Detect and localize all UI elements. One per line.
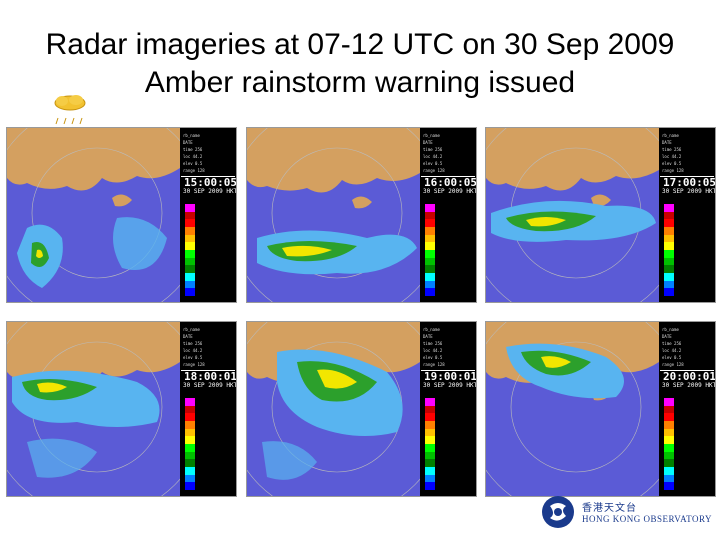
timestamp-box: 17:00:05 30 SEP 2009 HKT <box>660 176 716 195</box>
rainfall-color-scale <box>185 204 195 297</box>
radar-time: 18:00:01 <box>184 370 237 383</box>
radar-date: 30 SEP 2009 HKT <box>183 382 237 389</box>
timestamp-box: 15:00:05 30 SEP 2009 HKT <box>181 176 237 195</box>
timestamp-box: 18:00:01 30 SEP 2009 HKT <box>181 370 237 389</box>
radar-date: 30 SEP 2009 HKT <box>662 382 716 389</box>
radar-date: 30 SEP 2009 HKT <box>423 188 477 195</box>
amber-rainstorm-warning-icon <box>48 92 92 128</box>
title-line-1: Radar imageries at 07-12 UTC on 30 Sep 2… <box>45 28 675 61</box>
radar-info-panel: rb_name DATE time 256 loc 44.2 elev 0.5 range… <box>180 322 236 496</box>
radar-time: 16:00:05 <box>424 176 477 189</box>
rainfall-color-scale <box>664 398 674 491</box>
hong-kong-observatory-logo: 香港天文台 HONG KONG OBSERVATORY <box>540 494 715 530</box>
radar-panel: rb_name DATE time 256 loc 44.2 elev 0.5 range… <box>485 127 716 303</box>
title-line-2: Amber rainstorm warning issued <box>144 66 576 99</box>
timestamp-box: 16:00:05 30 SEP 2009 HKT <box>421 176 477 195</box>
timestamp-box: 20:00:01 30 SEP 2009 HKT <box>660 370 716 389</box>
radar-panel: rb_name DATE time 256 loc 44.2 elev 0.5 range… <box>6 127 237 303</box>
radar-time: 19:00:01 <box>424 370 477 383</box>
rainfall-color-scale <box>185 398 195 491</box>
radar-info-panel: rb_name DATE time 256 loc 44.2 elev 0.5 range… <box>420 128 476 302</box>
radar-time: 15:00:05 <box>184 176 237 189</box>
radar-panel: rb_name DATE time 256 loc 44.2 elev 0.5 range… <box>246 321 477 497</box>
radar-date: 30 SEP 2009 HKT <box>662 188 716 195</box>
radar-info-panel: rb_name DATE time 256 loc 44.2 elev 0.5 range… <box>420 322 476 496</box>
observatory-name-chinese: 香港天文台 <box>582 503 637 514</box>
rainfall-color-scale <box>425 398 435 491</box>
rainfall-color-scale <box>664 204 674 297</box>
radar-panel: rb_name DATE time 256 loc 44.2 elev 0.5 range… <box>485 321 716 497</box>
rainfall-color-scale <box>425 204 435 297</box>
radar-info-panel: rb_name DATE time 256 loc 44.2 elev 0.5 range… <box>659 322 715 496</box>
radar-time: 17:00:05 <box>663 176 716 189</box>
slide-title: Radar imageries at 07-12 UTC on 30 Sep 2… <box>0 26 720 102</box>
radar-panel: rb_name DATE time 256 loc 44.2 elev 0.5 range… <box>246 127 477 303</box>
radar-date: 30 SEP 2009 HKT <box>423 382 477 389</box>
radar-image-grid: rb_name DATE time 256 loc 44.2 elev 0.5 range… <box>6 127 718 497</box>
radar-time: 20:00:01 <box>663 370 716 383</box>
observatory-emblem-icon <box>542 496 574 528</box>
radar-info-panel: rb_name DATE time 256 loc 44.2 elev 0.5 range… <box>659 128 715 302</box>
radar-date: 30 SEP 2009 HKT <box>183 188 237 195</box>
observatory-name-english: HONG KONG OBSERVATORY <box>582 514 712 524</box>
radar-panel: rb_name DATE time 256 loc 44.2 elev 0.5 range… <box>6 321 237 497</box>
radar-info-panel: rb_name DATE time 256 loc 44.2 elev 0.5 range… <box>180 128 236 302</box>
timestamp-box: 19:00:01 30 SEP 2009 HKT <box>421 370 477 389</box>
